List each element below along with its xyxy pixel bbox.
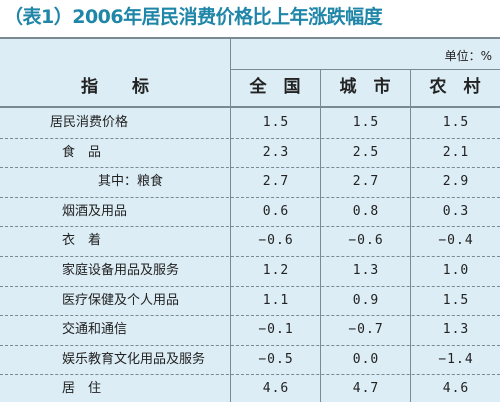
value-cell: 4.7 — [352, 381, 380, 397]
value-cell: 1.0 — [442, 263, 470, 278]
row-divider — [0, 196, 500, 198]
value-cell: −0.7 — [348, 322, 384, 338]
value-cell: 1.5 — [442, 292, 470, 308]
row-divider — [0, 167, 500, 169]
value-cell: 2.7 — [262, 174, 290, 190]
row-divider — [0, 137, 500, 139]
row-label: 食 品 — [62, 144, 102, 160]
row-label: 医疗保健及个人用品 — [62, 292, 180, 308]
value-cell: 0.9 — [352, 292, 380, 308]
value-cell: −0.4 — [438, 233, 474, 249]
value-cell: 2.1 — [442, 144, 470, 160]
value-cell: 2.3 — [262, 144, 290, 160]
value-cell: 0.6 — [262, 203, 290, 219]
header-cell: 全 国 — [249, 77, 301, 97]
header-cell: 城 市 — [339, 77, 391, 97]
header-line — [0, 106, 500, 108]
row-label: 居民消费价格 — [50, 115, 129, 130]
value-cell: −0.6 — [258, 233, 294, 249]
value-cell: 4.6 — [442, 381, 470, 397]
value-cell: −0.6 — [348, 233, 384, 249]
value-cell: 2.5 — [352, 144, 380, 160]
value-cell: 1.1 — [262, 292, 290, 308]
value-cell: 2.9 — [442, 174, 470, 190]
value-cell: 1.2 — [262, 263, 290, 278]
value-cell: 0.8 — [352, 203, 380, 219]
header-line — [230, 69, 500, 70]
row-divider — [0, 344, 500, 346]
value-cell: 0.0 — [352, 351, 380, 367]
value-cell: 1.5 — [442, 115, 470, 130]
value-cell: 1.3 — [352, 263, 380, 278]
row-label: 交通和通信 — [62, 322, 128, 338]
unit-label: 单位：% — [444, 49, 492, 63]
value-cell: −1.4 — [438, 351, 474, 367]
row-label: 衣 着 — [62, 233, 102, 249]
column-divider — [410, 69, 411, 402]
value-cell: 2.7 — [352, 174, 380, 190]
row-divider — [0, 226, 500, 228]
row-divider — [0, 285, 500, 287]
value-cell: 1.5 — [262, 115, 290, 130]
header-cell: 指 标 — [81, 77, 149, 97]
row-label: 其中：粮食 — [98, 174, 164, 190]
row-label: 居 住 — [62, 381, 102, 397]
row-label: 烟酒及用品 — [62, 203, 128, 219]
column-divider — [320, 69, 321, 402]
row-label: 娱乐教育文化用品及服务 — [62, 351, 206, 367]
column-divider — [230, 39, 231, 402]
value-cell: 1.3 — [442, 322, 470, 338]
value-cell: −0.5 — [258, 351, 294, 367]
header-cell: 农 村 — [429, 77, 481, 97]
value-cell: 0.3 — [442, 203, 470, 219]
value-cell: −0.1 — [258, 322, 294, 338]
table: 单位：% 指 标 全 国 城 市 农 村 居民消费价格 1.5 1.5 1.5 食 品 2… — [0, 37, 500, 402]
title: （表1）2006年居民消费价格比上年涨跌幅度 — [4, 6, 383, 28]
row-divider — [0, 315, 500, 317]
row-divider — [0, 374, 500, 376]
value-cell: 1.5 — [352, 115, 380, 130]
row-divider — [0, 256, 500, 257]
row-label: 家庭设备用品及服务 — [62, 263, 180, 278]
value-cell: 4.6 — [262, 381, 290, 397]
